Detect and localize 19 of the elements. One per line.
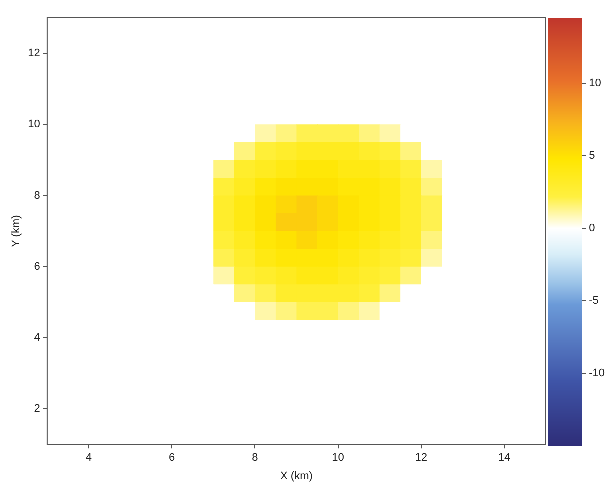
x-tick-label: 10 — [332, 452, 344, 464]
x-tick-label: 14 — [498, 452, 511, 464]
x-tick-label: 6 — [169, 452, 176, 464]
color-bar-label: -10 — [589, 367, 606, 380]
x-tick-label: 12 — [415, 452, 428, 464]
y-tick-label: 12 — [28, 48, 40, 60]
y-tick-label: 8 — [34, 190, 40, 202]
y-tick-label: 6 — [34, 260, 40, 273]
x-tick-label: 4 — [86, 452, 92, 464]
color-bar-label: -5 — [589, 294, 599, 307]
y-tick-label: 10 — [28, 118, 40, 131]
color-bar-label: 10 — [589, 77, 602, 90]
x-axis-title: X (km) — [280, 470, 313, 482]
y-axis-title: Y (km) — [10, 215, 23, 248]
x-tick-label: 8 — [252, 452, 258, 464]
color-bar-label: 0 — [589, 222, 596, 234]
y-tick-label: 4 — [34, 332, 40, 344]
y-tick-label: 2 — [34, 403, 40, 416]
color-bar-label: 5 — [589, 150, 596, 162]
